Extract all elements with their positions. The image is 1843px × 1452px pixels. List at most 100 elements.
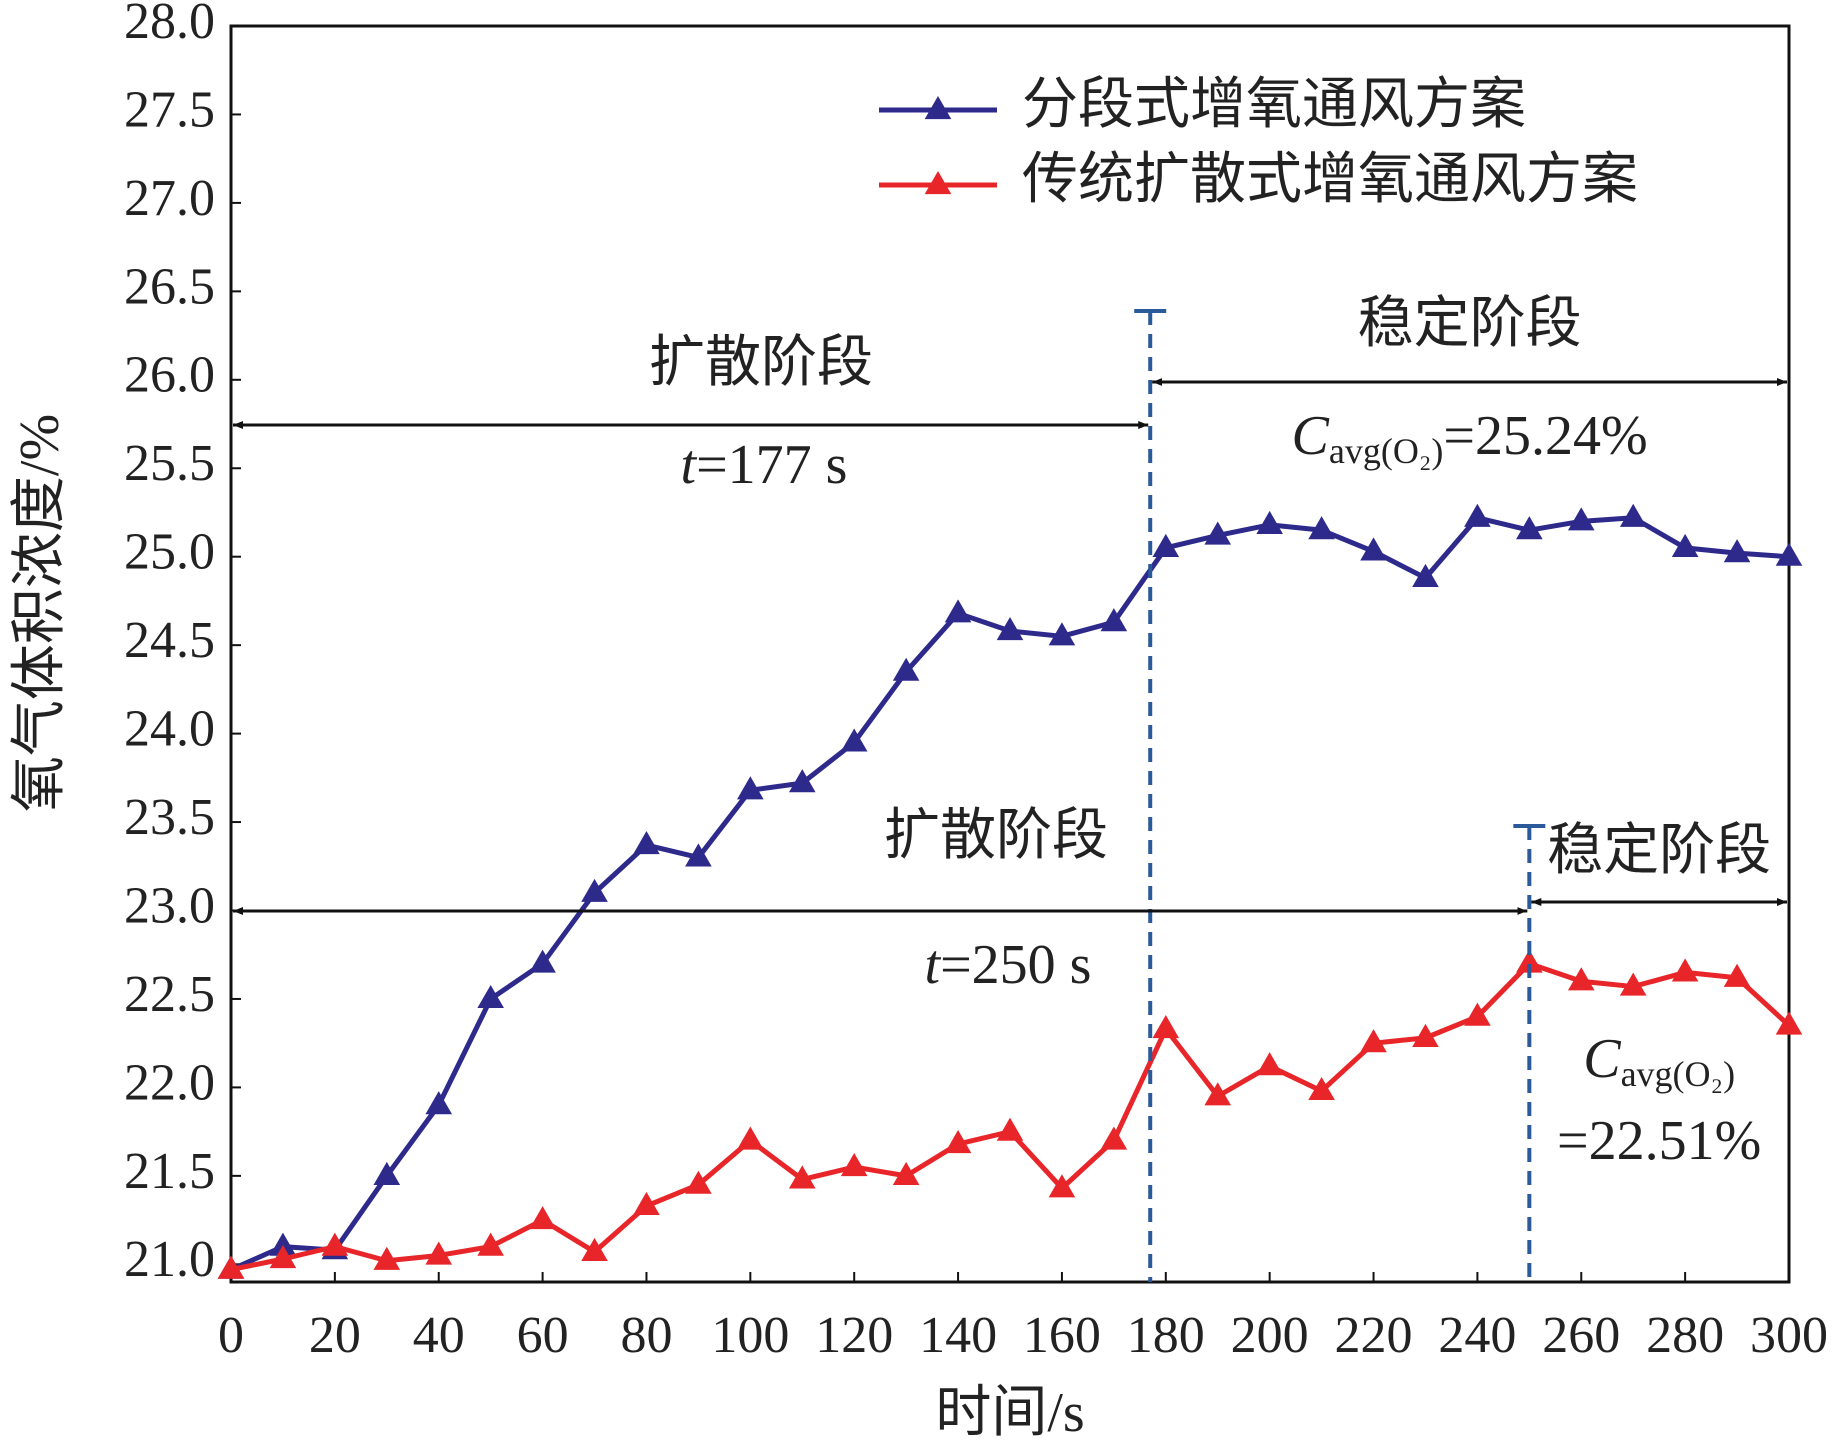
point-marker [633, 1191, 660, 1216]
point-marker [788, 769, 816, 793]
x-tick-label: 60 [517, 1307, 569, 1364]
x-tick-label: 300 [1750, 1307, 1828, 1364]
point-marker [892, 657, 920, 681]
point-marker [1412, 563, 1439, 588]
point-marker [1100, 1126, 1128, 1150]
legend-label: 分段式增氧通风方案 [1022, 74, 1526, 136]
x-tick-label: 220 [1335, 1307, 1413, 1364]
point-marker [1464, 503, 1491, 527]
point-marker [581, 1237, 608, 1262]
point-marker [840, 728, 868, 752]
point-marker [269, 1245, 297, 1269]
y-axis-title: 氧气体积浓度/% [9, 414, 71, 812]
point-marker [1152, 533, 1180, 557]
point-marker [1308, 516, 1335, 540]
point-marker [1775, 542, 1803, 566]
x-tick-label: 0 [218, 1307, 244, 1364]
duration-symbol: t [925, 934, 942, 996]
point-marker [1671, 958, 1699, 982]
y-tick-label: 26.5 [124, 258, 215, 315]
average-value: =25.24% [1443, 405, 1647, 467]
y-tick-label: 25.0 [124, 524, 215, 581]
x-tick-label: 20 [309, 1307, 361, 1364]
point-marker [685, 1170, 712, 1194]
point-marker [1048, 1174, 1076, 1198]
average-label: Cavg(O₂) [1583, 1028, 1735, 1094]
average-value: =22.51% [1557, 1110, 1761, 1172]
average-subscript: avg(O₂) [1329, 431, 1444, 471]
legend-marker [924, 96, 952, 120]
point-marker [1256, 1052, 1283, 1076]
point-marker [1723, 539, 1751, 563]
point-marker [1619, 503, 1647, 527]
point-marker [788, 1165, 816, 1189]
y-tick-label: 23.5 [124, 789, 215, 846]
x-tick-label: 180 [1127, 1307, 1205, 1364]
x-tick-label: 40 [413, 1307, 465, 1364]
legend-label: 传统扩散式增氧通风方案 [1022, 149, 1638, 211]
point-marker [1619, 972, 1647, 996]
duration-label: t=250 s [925, 934, 1092, 996]
point-marker [944, 599, 972, 623]
point-marker [892, 1161, 920, 1185]
point-marker [685, 843, 712, 867]
point-marker [1567, 507, 1595, 531]
point-marker [944, 1130, 972, 1154]
y-tick-label: 28.0 [124, 0, 215, 50]
y-tick-label: 24.5 [124, 612, 215, 669]
average-subscript: avg(O₂) [1621, 1054, 1736, 1094]
point-marker [581, 878, 608, 902]
point-marker [425, 1091, 453, 1115]
y-tick-label: 22.0 [124, 1054, 215, 1111]
x-tick-label: 80 [620, 1307, 672, 1364]
point-marker [1516, 516, 1543, 540]
average-label: Cavg(O₂)=25.24% [1292, 405, 1648, 471]
point-marker [425, 1241, 453, 1265]
stage-label: 稳定阶段 [1547, 820, 1771, 882]
x-tick-label: 240 [1438, 1307, 1516, 1364]
point-marker [1100, 608, 1128, 632]
point-marker [373, 1246, 401, 1270]
x-tick-label: 260 [1542, 1307, 1620, 1364]
y-tick-label: 24.0 [124, 701, 215, 758]
point-marker [996, 617, 1024, 641]
y-tick-label: 27.0 [124, 170, 215, 227]
stage-label: 稳定阶段 [1358, 293, 1582, 355]
point-marker [1204, 1082, 1232, 1106]
point-marker [373, 1161, 401, 1185]
point-marker [1048, 622, 1076, 646]
plot-frame [229, 24, 1791, 1284]
duration-label: t=177 s [681, 434, 848, 496]
x-tick-label: 280 [1646, 1307, 1724, 1364]
point-marker [633, 831, 660, 855]
x-tick-label: 100 [711, 1307, 789, 1364]
point-marker [269, 1232, 297, 1256]
point-marker [1775, 1011, 1803, 1035]
point-marker [1360, 1029, 1387, 1053]
point-marker [529, 949, 556, 973]
point-marker [321, 1232, 349, 1256]
legend-marker [924, 171, 952, 195]
point-marker [840, 1153, 868, 1177]
point-marker [1516, 949, 1543, 973]
y-tick-label: 26.0 [124, 347, 215, 404]
y-tick-label: 21.0 [124, 1231, 215, 1288]
point-marker [1204, 521, 1232, 545]
point-marker [1567, 967, 1595, 991]
point-marker [1464, 1002, 1491, 1026]
point-marker [1412, 1023, 1439, 1047]
x-tick-label: 140 [919, 1307, 997, 1364]
point-marker [477, 984, 504, 1009]
x-tick-label: 120 [815, 1307, 893, 1364]
series-line [230, 961, 1791, 1273]
point-marker [1723, 963, 1751, 987]
point-marker [477, 1232, 504, 1256]
stage-label: 扩散阶段 [884, 805, 1108, 867]
y-tick-label: 23.0 [124, 877, 215, 934]
point-marker [1256, 510, 1283, 534]
x-tick-label: 160 [1023, 1307, 1101, 1364]
duration-value: =250 s [940, 934, 1091, 996]
point-marker [996, 1117, 1024, 1141]
point-marker [1152, 1015, 1180, 1039]
